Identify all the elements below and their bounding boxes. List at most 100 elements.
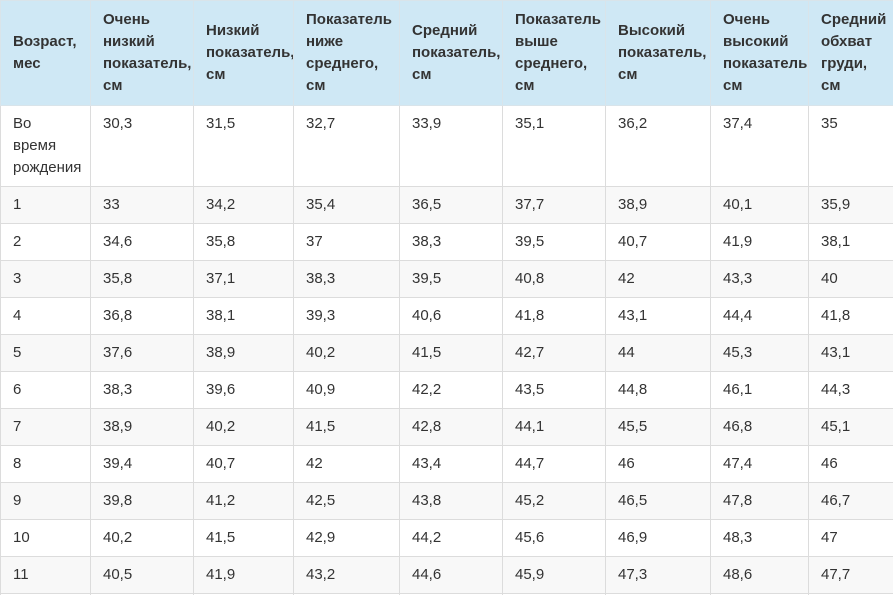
value-cell: 35 <box>808 105 893 187</box>
value-cell: 35,8 <box>193 223 294 261</box>
value-cell: 41,5 <box>293 408 400 446</box>
value-cell: 40,7 <box>193 445 294 483</box>
value-cell: 39,3 <box>293 297 400 335</box>
column-header-very-high: Очень высокий показатель, см <box>710 0 809 106</box>
value-cell: 40 <box>808 260 893 298</box>
age-cell: 4 <box>0 297 91 335</box>
value-cell: 42 <box>605 260 711 298</box>
value-cell: 41,5 <box>399 334 503 372</box>
value-cell: 45,1 <box>808 408 893 446</box>
table-row: 1240,842,243,544,946,347,64948 <box>0 593 893 595</box>
value-cell: 35,4 <box>293 186 400 224</box>
value-cell: 43,1 <box>605 297 711 335</box>
value-cell: 46,1 <box>710 371 809 409</box>
value-cell: 40,2 <box>293 334 400 372</box>
value-cell: 35,8 <box>90 260 194 298</box>
value-cell: 34,2 <box>193 186 294 224</box>
age-cell: 11 <box>0 556 91 594</box>
age-cell: 7 <box>0 408 91 446</box>
value-cell: 44,6 <box>399 556 503 594</box>
value-cell: 45,9 <box>502 556 606 594</box>
value-cell: 42 <box>293 445 400 483</box>
value-cell: 41,8 <box>502 297 606 335</box>
age-cell: 1 <box>0 186 91 224</box>
table-row: 11 40,5 41,9 43,2 44,6 45,9 47,3 48,6 47,7 <box>0 556 893 594</box>
value-cell: 42,7 <box>502 334 606 372</box>
value-cell: 42,8 <box>399 408 503 446</box>
value-cell: 41,2 <box>193 482 294 520</box>
age-cell: 8 <box>0 445 91 483</box>
value-cell: 38,9 <box>193 334 294 372</box>
value-cell: 46,7 <box>808 482 893 520</box>
value-cell: 46 <box>808 445 893 483</box>
value-cell: 37 <box>293 223 400 261</box>
value-cell: 46,9 <box>605 519 711 557</box>
value-cell: 43,2 <box>293 556 400 594</box>
value-cell: 39,6 <box>193 371 294 409</box>
column-header-very-low: Очень низкий показатель, см <box>90 0 194 106</box>
value-cell: 38,1 <box>808 223 893 261</box>
value-cell: 35,1 <box>502 105 606 187</box>
column-header-age: Возраст, мес <box>0 0 91 106</box>
value-cell: 45,2 <box>502 482 606 520</box>
value-cell: 39,8 <box>90 482 194 520</box>
value-cell: 43,3 <box>710 260 809 298</box>
value-cell: 39,5 <box>399 260 503 298</box>
value-cell: 36,2 <box>605 105 711 187</box>
value-cell: 39,5 <box>502 223 606 261</box>
value-cell: 45,5 <box>605 408 711 446</box>
value-cell: 36,8 <box>90 297 194 335</box>
table-row: 1 33 34,2 35,4 36,5 37,7 38,9 40,1 35,9 <box>0 186 893 224</box>
value-cell: 45,3 <box>710 334 809 372</box>
value-cell: 40,1 <box>710 186 809 224</box>
value-cell: 32,7 <box>293 105 400 187</box>
value-cell: 41,9 <box>193 556 294 594</box>
value-cell: 38,3 <box>293 260 400 298</box>
table-row: 6 38,3 39,6 40,9 42,2 43,5 44,8 46,1 44,3 <box>0 371 893 409</box>
value-cell: 40,5 <box>90 556 194 594</box>
value-cell: 40,9 <box>293 371 400 409</box>
table-row: 5 37,6 38,9 40,2 41,5 42,7 44 45,3 43,1 <box>0 334 893 372</box>
value-cell: 38,9 <box>90 408 194 446</box>
value-cell: 37,6 <box>90 334 194 372</box>
value-cell: 30,3 <box>90 105 194 187</box>
value-cell: 47,3 <box>605 556 711 594</box>
value-cell: 41,8 <box>808 297 893 335</box>
table-header: Возраст, мес Очень низкий показатель, см… <box>0 0 893 106</box>
value-cell: 34,6 <box>90 223 194 261</box>
value-cell: 40,6 <box>399 297 503 335</box>
age-cell: 3 <box>0 260 91 298</box>
table-body: Во время рождения 30,3 31,5 32,7 33,9 35,1 36,… <box>0 105 893 595</box>
column-header-mean-circumference: Средний обхват груди, см <box>808 0 893 106</box>
value-cell: 44 <box>605 334 711 372</box>
value-cell: 41,9 <box>710 223 809 261</box>
table-row: 8 39,4 40,7 42 43,4 44,7 46 47,4 46 <box>0 445 893 483</box>
value-cell: 44,1 <box>502 408 606 446</box>
value-cell: 43,4 <box>399 445 503 483</box>
value-cell: 33,9 <box>399 105 503 187</box>
age-cell: 5 <box>0 334 91 372</box>
value-cell: 35,9 <box>808 186 893 224</box>
age-cell: 10 <box>0 519 91 557</box>
value-cell: 47,8 <box>710 482 809 520</box>
value-cell: 44,3 <box>808 371 893 409</box>
table-row: Во время рождения 30,3 31,5 32,7 33,9 35,1 36,… <box>0 105 893 187</box>
value-cell: 40,2 <box>193 408 294 446</box>
value-cell: 40,7 <box>605 223 711 261</box>
value-cell: 44,8 <box>605 371 711 409</box>
value-cell: 48,6 <box>710 556 809 594</box>
age-cell: Во время рождения <box>0 105 91 187</box>
value-cell: 39,4 <box>90 445 194 483</box>
value-cell: 40,8 <box>502 260 606 298</box>
value-cell: 44,2 <box>399 519 503 557</box>
column-header-below-average: Показатель ниже среднего, см <box>293 0 400 106</box>
column-header-average: Средний показатель, см <box>399 0 503 106</box>
table-row: 7 38,9 40,2 41,5 42,8 44,1 45,5 46,8 45,1 <box>0 408 893 446</box>
value-cell: 38,9 <box>605 186 711 224</box>
value-cell: 47,7 <box>808 556 893 594</box>
value-cell: 41,5 <box>193 519 294 557</box>
value-cell: 43,5 <box>502 371 606 409</box>
table-row: 3 35,8 37,1 38,3 39,5 40,8 42 43,3 40 <box>0 260 893 298</box>
